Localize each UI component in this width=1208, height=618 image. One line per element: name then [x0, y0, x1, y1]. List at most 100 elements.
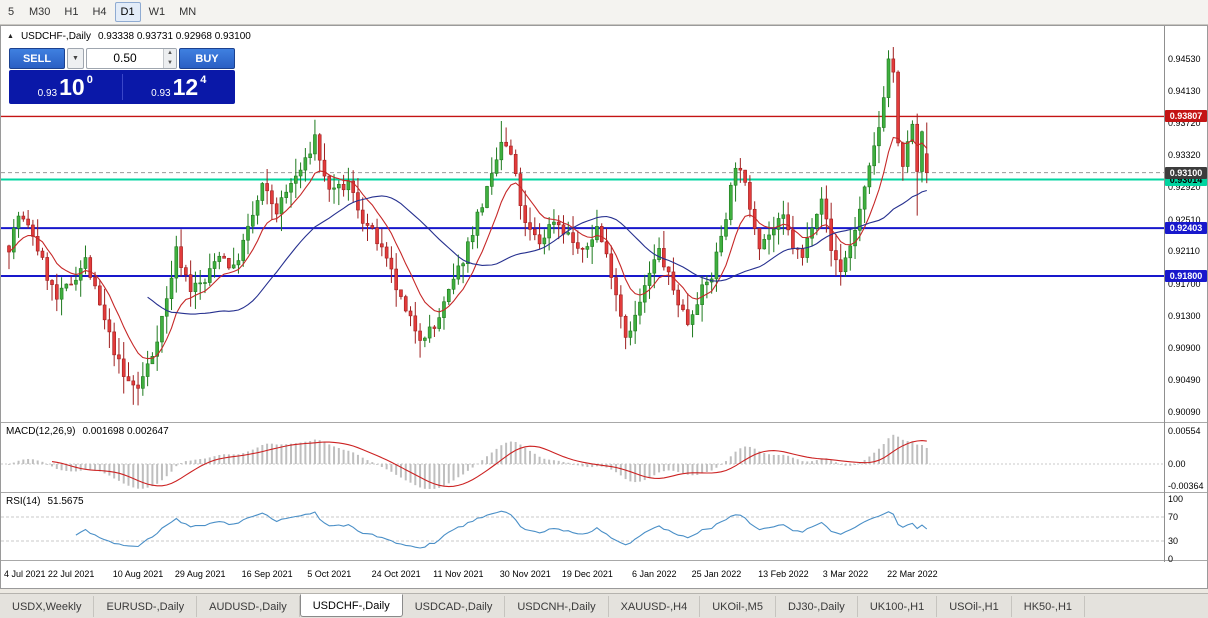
- timeframe-button-mn[interactable]: MN: [179, 6, 197, 18]
- symbol-tab-ukoil[interactable]: UKOil-,M5: [700, 596, 776, 617]
- candle-body: [662, 248, 666, 268]
- spin-down-icon[interactable]: ▼: [164, 58, 176, 68]
- rsi-axis-tick: 100: [1168, 494, 1184, 504]
- symbol-tab-eurusd[interactable]: EURUSD-,Daily: [94, 596, 198, 617]
- symbol-tab-audusd[interactable]: AUDUSD-,Daily: [197, 596, 300, 617]
- macd-histogram-bar: [12, 462, 15, 464]
- sell-price-figure: 0.93: [37, 88, 58, 99]
- candle-body: [236, 260, 241, 266]
- timeframe-button-h4[interactable]: H4: [92, 6, 107, 18]
- candle-body: [862, 186, 867, 210]
- macd-histogram-bar: [409, 464, 412, 483]
- symbol-tab-xauusd[interactable]: XAUUSD-,H4: [609, 596, 701, 617]
- timeframe-button-m30[interactable]: M30: [29, 6, 51, 18]
- macd-histogram-bar: [184, 461, 187, 464]
- candle-body: [910, 123, 915, 142]
- candle-body: [289, 183, 293, 193]
- price-axis-tick: 0.92510: [1168, 214, 1201, 225]
- candle-body: [767, 234, 771, 240]
- buy-button[interactable]: BUY: [179, 48, 235, 69]
- symbol-tab-usdchf[interactable]: USDCHF-,Daily: [299, 594, 403, 617]
- symbol-tab-usoil[interactable]: USOil-,H1: [937, 596, 1012, 617]
- candle-body: [628, 330, 633, 338]
- candle-body: [513, 154, 518, 174]
- panel-separator[interactable]: [1, 422, 1207, 423]
- macd-histogram-bar: [705, 464, 708, 472]
- price-divider: [121, 74, 123, 100]
- candle-body: [800, 248, 805, 258]
- candle-body: [418, 330, 422, 341]
- timeframe-button-5[interactable]: 5: [7, 6, 15, 18]
- buy-price-figure: 0.93: [151, 88, 171, 99]
- candle-body: [317, 134, 322, 161]
- date-axis-label: 29 Aug 2021: [174, 569, 226, 579]
- macd-histogram-bar: [313, 439, 316, 464]
- buy-price[interactable]: 0.93 12 4: [123, 70, 236, 104]
- candle-body: [327, 175, 332, 190]
- candle-body: [141, 376, 145, 389]
- sell-button[interactable]: SELL: [9, 48, 65, 69]
- macd-histogram-bar: [175, 464, 178, 467]
- candle-body: [599, 226, 604, 243]
- candle-body: [685, 309, 690, 325]
- macd-histogram-bar: [744, 446, 747, 464]
- macd-histogram-bar: [920, 445, 923, 464]
- volume-input[interactable]: 0.50 ▲ ▼: [86, 48, 177, 69]
- macd-histogram-bar: [839, 464, 842, 465]
- candle-body: [255, 200, 260, 216]
- symbol-tab-usdcnh[interactable]: USDCNH-,Daily: [505, 596, 609, 617]
- macd-histogram-bar: [270, 443, 273, 464]
- candle-body: [891, 58, 896, 73]
- timeframe-button-d1[interactable]: D1: [114, 2, 141, 22]
- macd-histogram-bar: [787, 455, 790, 464]
- candle-body: [26, 218, 30, 226]
- symbol-tab-usdcad[interactable]: USDCAD-,Daily: [403, 596, 506, 617]
- symbol-tab-usdx[interactable]: USDX,Weekly: [0, 596, 95, 617]
- price-axis-border: [1164, 26, 1165, 562]
- volume-value[interactable]: 0.50: [113, 51, 137, 65]
- macd-histogram-bar: [290, 443, 293, 464]
- macd-histogram-bar: [41, 461, 44, 464]
- macd-axis-tick: -0.00364: [1168, 480, 1204, 491]
- candle-body: [394, 268, 398, 291]
- date-axis-label: 25 Jan 2022: [691, 569, 742, 579]
- volume-stepper[interactable]: ▲ ▼: [163, 49, 176, 68]
- chart-collapse-icon[interactable]: ▲: [7, 33, 14, 40]
- chart-canvas[interactable]: [1, 26, 1164, 562]
- macd-histogram-bar: [380, 464, 383, 467]
- macd-histogram-bar: [280, 444, 283, 464]
- sell-price[interactable]: 0.93 10 0: [9, 70, 122, 104]
- candle-body: [614, 277, 618, 296]
- candle-body: [705, 281, 709, 286]
- macd-histogram-bar: [548, 459, 551, 464]
- macd-histogram-bar: [820, 458, 823, 464]
- price-axis-tick: 0.91700: [1168, 278, 1201, 289]
- spin-up-icon[interactable]: ▲: [164, 49, 176, 59]
- macd-histogram-bar: [117, 464, 120, 481]
- macd-histogram-bar: [79, 464, 82, 471]
- candle-body: [671, 271, 676, 291]
- macd-histogram-bar: [801, 461, 804, 464]
- symbol-tab-hk50[interactable]: HK50-,H1: [1012, 596, 1086, 617]
- macd-histogram-bar: [815, 460, 818, 464]
- candle-body: [776, 218, 781, 230]
- candle-body: [877, 127, 881, 147]
- candle-body: [384, 246, 389, 259]
- macd-histogram-bar: [543, 458, 546, 464]
- macd-histogram-bar: [304, 441, 307, 464]
- volume-dropdown-button[interactable]: ▼: [67, 48, 84, 69]
- candle-body: [719, 235, 724, 253]
- candle-body: [403, 296, 408, 312]
- candle-body: [408, 310, 413, 317]
- candle-body: [738, 167, 743, 171]
- macd-histogram-bar: [748, 446, 751, 464]
- timeframe-button-w1[interactable]: W1: [148, 6, 166, 18]
- candle-body: [360, 209, 365, 224]
- candle-body: [647, 272, 652, 286]
- panel-separator[interactable]: [1, 492, 1207, 493]
- symbol-tab-uk100[interactable]: UK100-,H1: [858, 596, 938, 617]
- symbol-tab-dj30[interactable]: DJ30-,Daily: [776, 596, 858, 617]
- date-axis-label: 13 Feb 2022: [758, 569, 809, 579]
- macd-histogram-bar: [514, 442, 517, 464]
- timeframe-button-h1[interactable]: H1: [64, 6, 79, 18]
